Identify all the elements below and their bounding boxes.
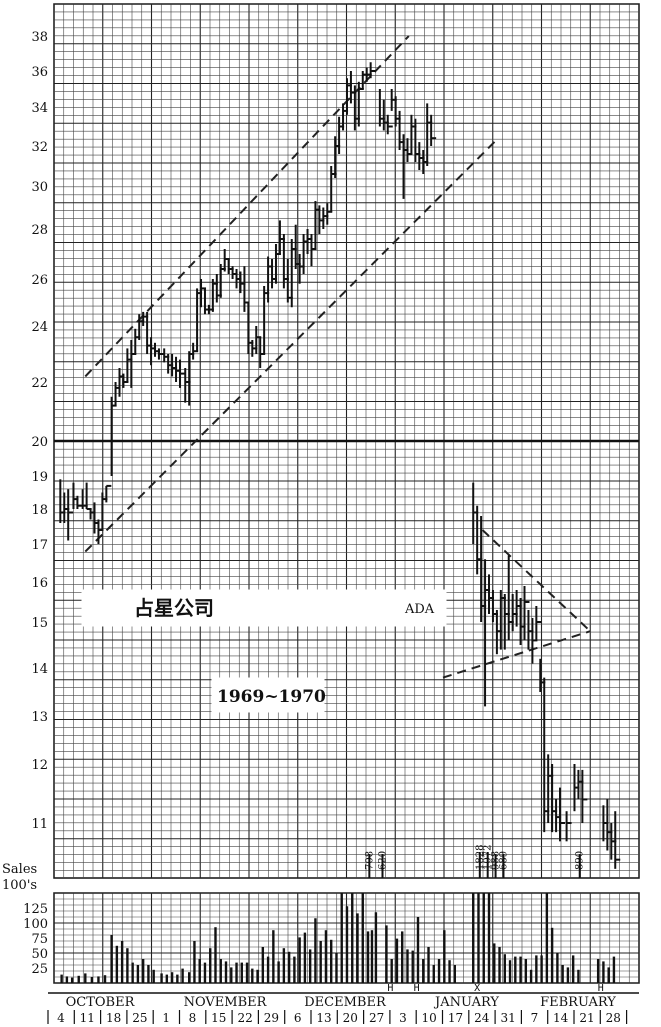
upper-price-axis: 22 24 26 28 30 32 34 36 38 20 [31,30,48,450]
price-tick-label: 15 [31,616,48,631]
week-label: 10 [422,1011,437,1025]
week-label: 25 [132,1011,147,1025]
price-tick-label: 32 [31,140,48,155]
price-tick-label: 38 [31,30,48,45]
trendline-triangle-top [481,529,591,632]
volume-axis-label-line2: 100's [2,878,37,893]
holiday-marker: H [387,983,393,994]
week-label: 31 [500,1011,515,1025]
price-bars [59,62,621,869]
trendline-lower-channel [84,137,499,553]
trendline-upper-channel [84,35,410,378]
price-tick-label: 28 [31,223,48,238]
month-label: DECEMBER [304,995,387,1010]
month-label: OCTOBER [66,995,136,1010]
price-tick-label: 14 [31,662,48,677]
volume-tick-label: 25 [31,962,48,977]
week-label: 21 [579,1011,594,1025]
week-label: 13 [316,1011,331,1025]
week-label: 3 [399,1011,407,1025]
week-label: 6 [294,1011,302,1025]
period-box-bg [211,677,325,713]
period-label-box: 1969~1970 [211,677,326,713]
month-label: JANUARY [433,995,499,1010]
week-label: 29 [264,1011,279,1025]
volume-tick-label: 50 [31,947,48,962]
price-tick-label: 36 [31,65,48,80]
price-tick-label: 30 [31,180,48,195]
week-label: 14 [553,1011,569,1025]
price-tick-label: 22 [31,376,48,391]
holiday-marker: H [414,983,420,994]
week-label: 7 [531,1011,539,1025]
volume-axis-label-line1: Sales [2,862,37,877]
company-name: 占星公司 [134,596,214,620]
ticker-symbol: ADA [404,602,435,617]
chart-grid [53,3,640,984]
holiday-marker: X [474,983,480,994]
volume-tick-label: 100 [23,917,48,932]
price-tick-label: 16 [31,576,48,591]
period-label: 1969~1970 [217,687,326,707]
week-label: 27 [369,1011,384,1025]
week-label: 20 [343,1011,358,1025]
week-label: 17 [448,1011,463,1025]
week-label: 28 [606,1011,621,1025]
price-tick-label: 17 [31,538,48,553]
week-label: 8 [189,1011,197,1025]
week-label: 18 [106,1011,121,1025]
price-tick-label: 19 [31,470,48,485]
month-label: NOVEMBER [184,995,268,1010]
price-tick-label: 12 [31,758,48,773]
week-label: 4 [57,1011,65,1025]
volume-tick-label: 75 [31,932,48,947]
price-tick-label: 13 [31,710,48,725]
week-label: 11 [80,1011,95,1025]
holiday-marker: H [598,983,604,994]
price-tick-label: 26 [31,273,48,288]
x-axis: OCTOBER NOVEMBER DECEMBER JANUARY FEBRUARY 4 1… [47,992,639,1025]
week-label: 1 [162,1011,170,1025]
price-tick-label: 18 [31,503,48,518]
week-label: 15 [211,1011,226,1025]
lower-price-axis: 11 12 13 14 15 16 17 18 19 [31,470,48,832]
trendline-triangle-bottom [442,630,591,679]
month-label: FEBRUARY [540,995,616,1010]
price-tick-label: 11 [31,817,48,832]
price-tick-label: 24 [31,320,48,335]
price-tick-label: 20 [31,435,48,450]
volume-annotations: 70862018281072988689890 [364,845,586,878]
volume-bars [60,893,616,983]
price-tick-label: 34 [31,101,48,116]
week-label: 24 [474,1011,490,1025]
company-label-box: 占星公司 ADA [81,589,447,627]
label-box-bg [81,589,447,627]
volume-tick-label: 125 [23,902,48,917]
week-label: 22 [237,1011,252,1025]
